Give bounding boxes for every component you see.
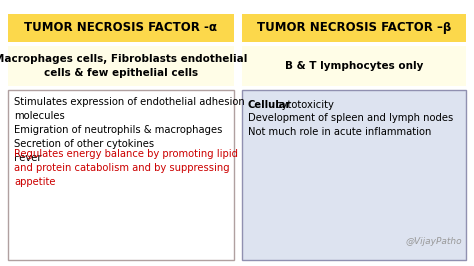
Text: Stimulates expression of endothelial adhesion
molecules
Emigration of neutrophil: Stimulates expression of endothelial adh… — [14, 97, 245, 163]
Bar — [8, 14, 234, 42]
Text: cytotoxicity: cytotoxicity — [273, 100, 334, 110]
Bar — [242, 46, 466, 86]
Text: Not much role in acute inflammation: Not much role in acute inflammation — [248, 127, 431, 137]
Text: Development of spleen and lymph nodes: Development of spleen and lymph nodes — [248, 114, 453, 123]
Text: @VijayPatho: @VijayPatho — [405, 237, 462, 246]
Bar — [8, 90, 234, 260]
Text: B & T lymphocytes only: B & T lymphocytes only — [285, 61, 423, 71]
Bar — [8, 46, 234, 86]
Bar — [242, 14, 466, 42]
Text: Macrophages cells, Fibroblasts endothelial
cells & few epithelial cells: Macrophages cells, Fibroblasts endotheli… — [0, 55, 247, 78]
Text: Regulates energy balance by promoting lipid
and protein catabolism and by suppre: Regulates energy balance by promoting li… — [14, 149, 238, 187]
Text: TUMOR NECROSIS FACTOR -α: TUMOR NECROSIS FACTOR -α — [25, 22, 218, 35]
Bar — [242, 90, 466, 260]
Text: TUMOR NECROSIS FACTOR –β: TUMOR NECROSIS FACTOR –β — [257, 22, 451, 35]
Text: Cellular: Cellular — [248, 100, 292, 110]
